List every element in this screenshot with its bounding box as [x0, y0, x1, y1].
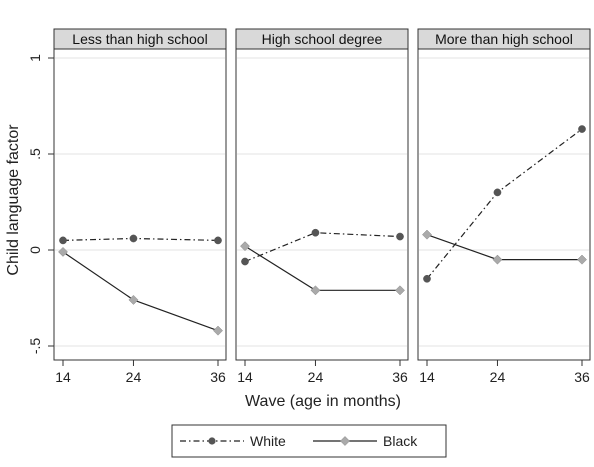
x-tick-label: 36 [392, 369, 408, 385]
panel-title: More than high school [435, 31, 573, 47]
legend-marker-white [208, 437, 215, 444]
legend-label-white: White [250, 433, 286, 449]
x-tick-label: 14 [55, 369, 71, 385]
panel-title: Less than high school [72, 31, 207, 47]
x-tick-label: 24 [490, 369, 506, 385]
x-tick-label: 14 [419, 369, 435, 385]
y-axis-title: Child language factor [5, 124, 22, 276]
data-point-white [578, 125, 585, 132]
legend: White Black [172, 425, 446, 457]
panel-title: High school degree [262, 31, 383, 47]
data-point-white [130, 235, 137, 242]
data-point-white [59, 237, 66, 244]
x-tick-label: 24 [126, 369, 142, 385]
panel-plot-area [236, 49, 408, 360]
data-point-white [396, 233, 403, 240]
panel-2: High school degree 14 24 36 [236, 29, 408, 385]
data-point-white [423, 275, 430, 282]
panel-plot-area [418, 49, 590, 360]
y-tick-label: 0 [27, 246, 43, 254]
data-point-white [241, 258, 248, 265]
y-tick-label: 1 [27, 54, 43, 62]
x-tick-label: 14 [237, 369, 253, 385]
panel-3: More than high school 14 24 36 [418, 29, 590, 385]
x-tick-label: 36 [574, 369, 590, 385]
data-point-white [312, 229, 319, 236]
y-tick-label: -.5 [27, 338, 43, 355]
panel-1: Less than high school 14 24 36 [54, 29, 226, 385]
data-point-white [494, 189, 501, 196]
x-tick-label: 24 [308, 369, 324, 385]
y-tick-label: .5 [27, 148, 43, 160]
legend-label-black: Black [383, 433, 418, 449]
panel-plot-area [54, 49, 226, 360]
x-tick-label: 36 [210, 369, 226, 385]
x-axis-title: Wave (age in months) [245, 393, 401, 410]
data-point-white [214, 237, 221, 244]
